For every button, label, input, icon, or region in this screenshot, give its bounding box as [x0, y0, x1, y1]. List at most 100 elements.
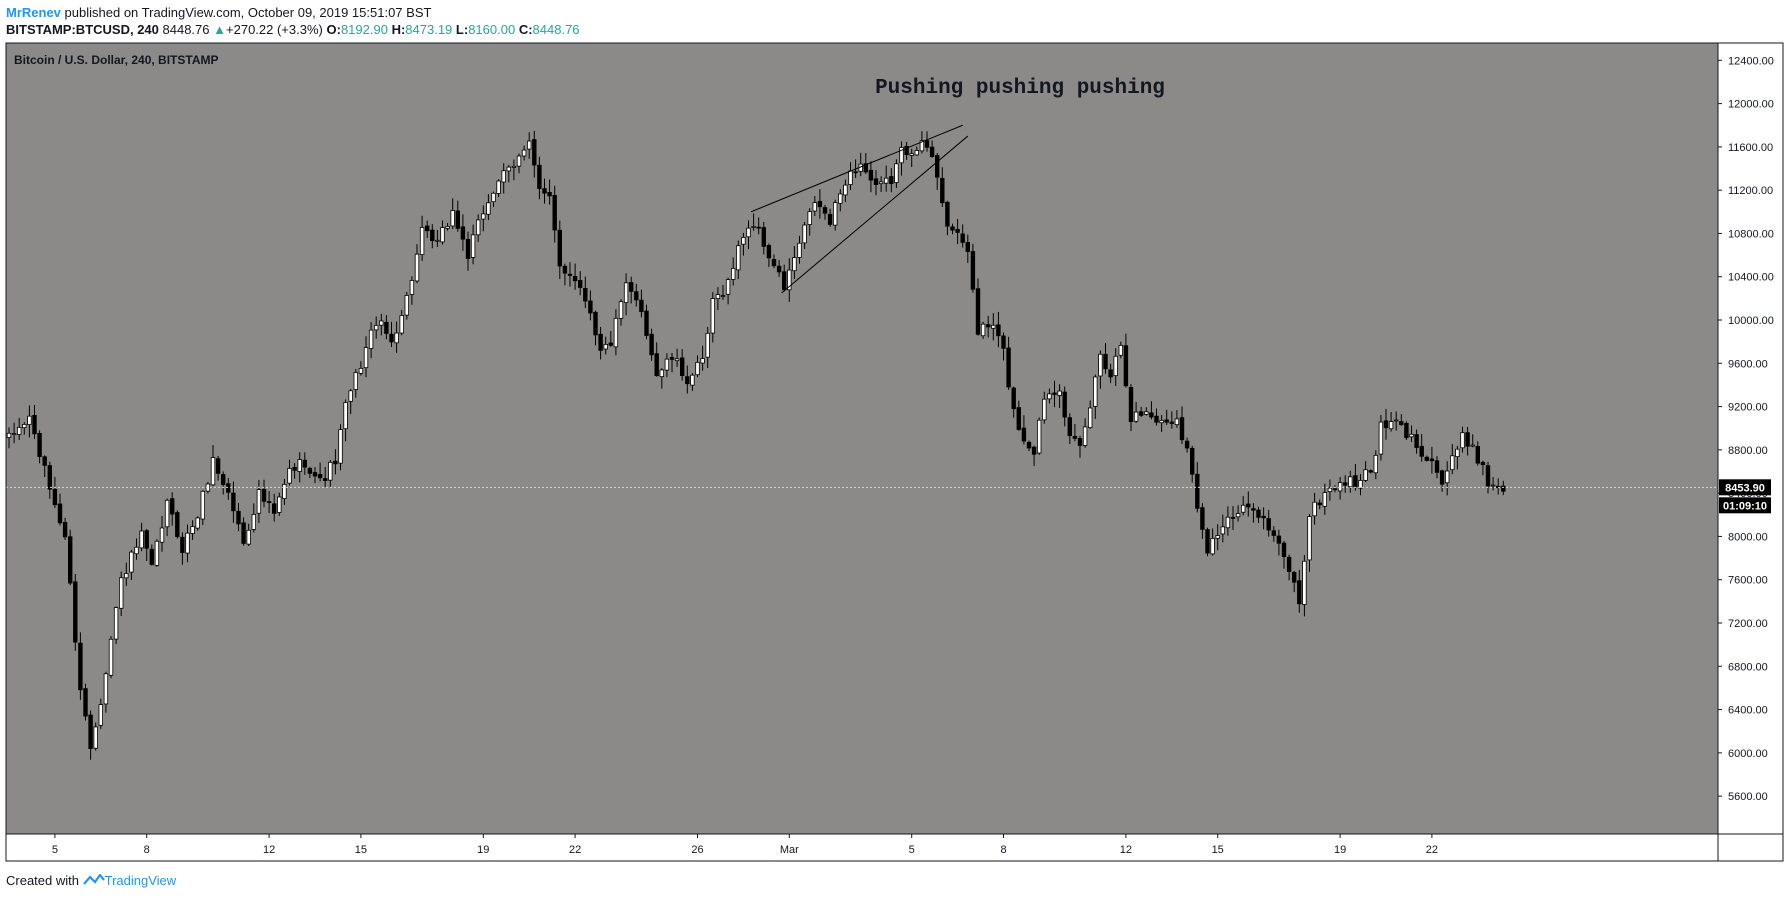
candle-body[interactable] [659, 369, 664, 378]
candle-body[interactable] [1246, 503, 1251, 508]
candle-body[interactable] [1373, 454, 1378, 474]
candle-body[interactable] [16, 427, 22, 435]
candle-body[interactable] [1169, 421, 1174, 424]
candle-body[interactable] [312, 472, 318, 477]
candle-body[interactable] [297, 459, 302, 472]
trendline[interactable] [750, 124, 963, 213]
candle-body[interactable] [440, 227, 445, 243]
candle-body[interactable] [516, 155, 522, 167]
candle-body[interactable] [1174, 418, 1180, 426]
candle-body[interactable] [1363, 469, 1368, 481]
candle-body[interactable] [1409, 433, 1414, 438]
candle-body[interactable] [57, 503, 63, 524]
candle-body[interactable] [1286, 556, 1292, 572]
candle-body[interactable] [797, 242, 802, 258]
candle-body[interactable] [909, 153, 914, 156]
candle-body[interactable] [108, 638, 114, 676]
candle-body[interactable] [1424, 456, 1429, 461]
trendline[interactable] [781, 135, 969, 294]
price-axis[interactable] [1718, 43, 1783, 834]
candle-body[interactable] [690, 374, 695, 386]
candle-body[interactable] [593, 311, 598, 336]
candle-body[interactable] [904, 145, 909, 156]
candle-body[interactable] [654, 353, 659, 376]
author-link[interactable]: MrRenev [6, 5, 61, 20]
candle-body[interactable] [833, 202, 838, 226]
candle-body[interactable] [154, 540, 160, 566]
candle-body[interactable] [1011, 387, 1016, 410]
candle-body[interactable] [282, 484, 287, 499]
candle-body[interactable] [1210, 538, 1215, 555]
candle-body[interactable] [792, 257, 797, 272]
candle-body[interactable] [1001, 335, 1006, 349]
candle-body[interactable] [1292, 571, 1297, 583]
candle-body[interactable] [1434, 460, 1440, 473]
candle-body[interactable] [639, 299, 644, 313]
candle-body[interactable] [1082, 426, 1088, 446]
candle-body[interactable] [878, 181, 884, 185]
candle-body[interactable] [78, 642, 83, 691]
candle-body[interactable] [1088, 407, 1093, 429]
candle-body[interactable] [817, 200, 823, 208]
candle-body[interactable] [741, 237, 746, 245]
candle-body[interactable] [333, 460, 338, 465]
candle-body[interactable] [1230, 516, 1236, 519]
candle-body[interactable] [307, 467, 313, 474]
candle-body[interactable] [1093, 376, 1098, 407]
candle-body[interactable] [746, 227, 751, 238]
candle-body[interactable] [435, 239, 440, 242]
candle-body[interactable] [363, 347, 369, 369]
candle-body[interactable] [843, 184, 848, 196]
candle-body[interactable] [1042, 398, 1047, 421]
candle-body[interactable] [822, 207, 828, 214]
candle-body[interactable] [1465, 432, 1470, 447]
candle-body[interactable] [1399, 421, 1404, 425]
candle-body[interactable] [1281, 542, 1287, 558]
candle-body[interactable] [955, 228, 960, 233]
candle-body[interactable] [1388, 421, 1394, 430]
candle-body[interactable] [373, 324, 379, 331]
candle-body[interactable] [1490, 484, 1496, 487]
candle-body[interactable] [379, 320, 384, 326]
candle-body[interactable] [1439, 470, 1445, 485]
candle-body[interactable] [1450, 455, 1455, 471]
candle-body[interactable] [277, 496, 282, 513]
candle-body[interactable] [11, 433, 17, 436]
candle-body[interactable] [710, 298, 715, 334]
candle-body[interactable] [598, 333, 603, 351]
candle-body[interactable] [634, 291, 639, 301]
candle-body[interactable] [572, 275, 578, 282]
candle-body[interactable] [1322, 492, 1327, 507]
candle-body[interactable] [1460, 432, 1465, 449]
candle-body[interactable] [1455, 448, 1460, 458]
candle-body[interactable] [445, 226, 450, 229]
candle-body[interactable] [782, 271, 787, 291]
candle-body[interactable] [1200, 507, 1205, 530]
candle-body[interactable] [1179, 417, 1185, 441]
candle-body[interactable] [1348, 476, 1353, 488]
candle-body[interactable] [899, 147, 904, 164]
candle-body[interactable] [1251, 508, 1256, 511]
candle-body[interactable] [669, 357, 675, 360]
candle-body[interactable] [1501, 485, 1506, 492]
candle-body[interactable] [506, 166, 511, 172]
candle-body[interactable] [1368, 470, 1373, 473]
candle-body[interactable] [603, 344, 608, 350]
candle-body[interactable] [965, 242, 970, 252]
candle-body[interactable] [414, 253, 420, 282]
candle-body[interactable] [700, 358, 705, 364]
candle-body[interactable] [613, 317, 619, 348]
candle-body[interactable] [873, 178, 879, 185]
candle-body[interactable] [22, 424, 27, 429]
candle-body[interactable] [1021, 427, 1027, 442]
candle-body[interactable] [644, 310, 649, 336]
candle-body[interactable] [1261, 515, 1266, 519]
candle-body[interactable] [1118, 344, 1123, 356]
candle-body[interactable] [113, 607, 119, 640]
candle-body[interactable] [404, 295, 409, 316]
candle-body[interactable] [1276, 535, 1282, 544]
candle-body[interactable] [868, 169, 874, 181]
candle-body[interactable] [929, 146, 935, 157]
candle-body[interactable] [838, 193, 843, 204]
candle-body[interactable] [1312, 501, 1317, 517]
